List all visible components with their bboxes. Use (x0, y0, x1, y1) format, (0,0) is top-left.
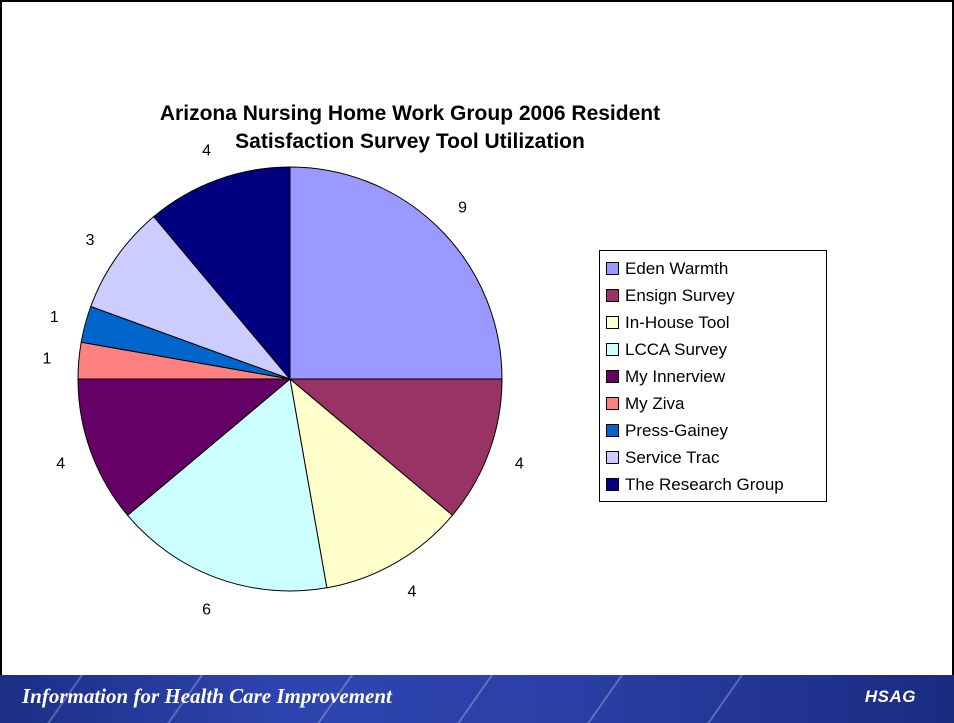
legend-label: In-House Tool (625, 312, 730, 332)
legend-item: Service Trac (606, 444, 820, 471)
data-label-ensign-survey: 4 (515, 455, 524, 472)
legend-item: Press-Gainey (606, 417, 820, 444)
legend-item: LCCA Survey (606, 336, 820, 363)
pie-slice-lcca-survey (126, 378, 328, 592)
data-label-in-house-tool: 4 (408, 583, 417, 600)
data-label-lcca-survey: 6 (202, 601, 211, 618)
legend-item: In-House Tool (606, 309, 820, 336)
data-label-my-ziva: 1 (42, 351, 51, 368)
legend-label: Service Trac (625, 447, 720, 467)
legend-label: Press-Gainey (625, 420, 728, 440)
data-label-my-innerview: 4 (56, 455, 65, 472)
legend-swatch (606, 478, 619, 491)
legend-swatch (606, 424, 619, 437)
legend-item: Eden Warmth (606, 255, 820, 282)
pie-slice-eden-warmth (289, 166, 503, 380)
pie-slice-my-innerview (77, 378, 292, 516)
pie-slice-the-research-group (153, 166, 291, 381)
legend-item: Ensign Survey (606, 282, 820, 309)
legend-swatch (606, 262, 619, 275)
legend-label: Eden Warmth (625, 258, 729, 278)
footer-tagline: Information for Health Care Improvement (22, 684, 392, 708)
legend-item: The Research Group (606, 471, 820, 498)
chart-title: Arizona Nursing Home Work Group 2006 Res… (140, 100, 680, 156)
legend-label: My Ziva (625, 393, 685, 413)
legend-swatch (606, 343, 619, 356)
pie-slice-ensign-survey (288, 378, 503, 516)
data-label-the-research-group: 4 (202, 143, 211, 160)
legend-label: LCCA Survey (625, 339, 728, 359)
legend-swatch (606, 397, 619, 410)
legend-label: My Innerview (625, 366, 726, 386)
chart-title-line-1: Arizona Nursing Home Work Group 2006 Res… (159, 102, 661, 125)
data-label-press-gainey: 1 (50, 309, 59, 326)
pie-slice-service-trac (90, 215, 292, 381)
hsag-logo: HSAG (864, 687, 916, 706)
legend-item: My Innerview (606, 363, 820, 390)
legend-swatch (606, 289, 619, 302)
chart-legend: Eden Warmth Ensign Survey In-House Tool LCC… (599, 250, 827, 502)
pie-slice-in-house-tool (289, 377, 454, 589)
legend-swatch (606, 370, 619, 383)
legend-label: The Research Group (625, 474, 784, 494)
data-label-eden-warmth: 9 (458, 199, 467, 216)
pie-chart: 9 4 4 6 4 1 1 3 4 (42, 143, 524, 619)
legend-swatch (606, 451, 619, 464)
footer-banner: Information for Health Care Improvement … (0, 675, 954, 723)
chart-title-line-2: Satisfaction Survey Tool Utilization (235, 130, 585, 153)
legend-swatch (606, 316, 619, 329)
legend-label: Ensign Survey (625, 285, 735, 305)
data-label-service-trac: 3 (86, 232, 95, 249)
legend-item: My Ziva (606, 390, 820, 417)
